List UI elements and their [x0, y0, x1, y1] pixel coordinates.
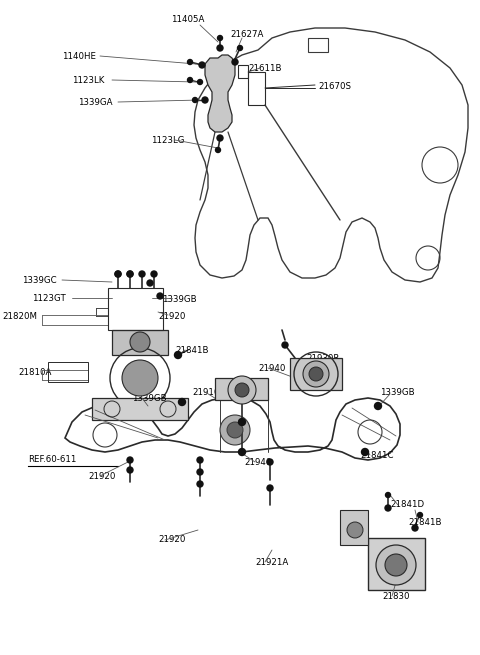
Circle shape	[197, 469, 203, 475]
Circle shape	[347, 522, 363, 538]
Circle shape	[197, 79, 203, 84]
Circle shape	[188, 77, 192, 83]
Text: 1339GB: 1339GB	[132, 394, 167, 403]
Circle shape	[157, 293, 163, 299]
Circle shape	[175, 352, 181, 358]
Circle shape	[227, 422, 243, 438]
Circle shape	[228, 376, 256, 404]
Text: 1123LK: 1123LK	[72, 76, 104, 85]
Circle shape	[130, 332, 150, 352]
Circle shape	[385, 505, 391, 511]
Text: 11405A: 11405A	[171, 15, 204, 24]
Circle shape	[122, 360, 158, 396]
Text: 1140HE: 1140HE	[62, 52, 96, 61]
Text: 21830: 21830	[382, 592, 409, 601]
Polygon shape	[290, 358, 342, 390]
Polygon shape	[205, 55, 235, 132]
Text: 21920: 21920	[158, 312, 185, 321]
Text: 1339GA: 1339GA	[78, 98, 112, 107]
Circle shape	[235, 383, 249, 397]
Circle shape	[197, 457, 203, 463]
Text: 21920: 21920	[88, 472, 115, 481]
Circle shape	[220, 415, 250, 445]
Circle shape	[115, 271, 121, 277]
Circle shape	[217, 45, 223, 51]
Circle shape	[385, 554, 407, 576]
Text: 21940: 21940	[258, 364, 286, 373]
Circle shape	[197, 481, 203, 487]
Text: 21841B: 21841B	[175, 346, 208, 355]
Text: 21820M: 21820M	[2, 312, 37, 321]
Circle shape	[127, 271, 133, 277]
Text: 1123GT: 1123GT	[32, 294, 66, 303]
Text: 21930R: 21930R	[306, 354, 339, 363]
Text: 21670S: 21670S	[318, 82, 351, 91]
Text: 1339GC: 1339GC	[22, 276, 57, 285]
Circle shape	[127, 467, 133, 473]
Polygon shape	[340, 510, 368, 545]
Circle shape	[192, 98, 197, 102]
Circle shape	[179, 398, 185, 405]
Text: 1339GB: 1339GB	[380, 388, 415, 397]
Circle shape	[385, 493, 391, 498]
Circle shape	[199, 62, 205, 68]
Text: 21810A: 21810A	[18, 368, 51, 377]
Circle shape	[202, 97, 208, 103]
Polygon shape	[368, 538, 425, 590]
Circle shape	[188, 60, 192, 64]
Circle shape	[412, 525, 418, 531]
Circle shape	[267, 459, 273, 465]
Text: 21841B: 21841B	[408, 518, 442, 527]
Circle shape	[418, 512, 422, 517]
Text: 1123LG: 1123LG	[151, 136, 185, 145]
Text: 21611B: 21611B	[248, 64, 281, 73]
Circle shape	[127, 271, 133, 277]
Text: 21841C: 21841C	[360, 451, 394, 460]
Circle shape	[239, 419, 245, 426]
Circle shape	[151, 271, 157, 277]
Circle shape	[217, 35, 223, 41]
Circle shape	[216, 147, 220, 153]
Text: 1339GB: 1339GB	[162, 295, 197, 304]
Circle shape	[238, 45, 242, 50]
Text: REF.60-611: REF.60-611	[28, 455, 76, 464]
Polygon shape	[92, 398, 188, 420]
Text: 21910B: 21910B	[192, 388, 226, 397]
Circle shape	[303, 361, 329, 387]
Circle shape	[267, 485, 273, 491]
Circle shape	[374, 403, 382, 409]
Circle shape	[309, 367, 323, 381]
Circle shape	[139, 271, 145, 277]
Circle shape	[127, 457, 133, 463]
Circle shape	[147, 280, 153, 286]
Text: 21920: 21920	[158, 535, 185, 544]
Circle shape	[376, 545, 416, 585]
Polygon shape	[215, 378, 268, 400]
Circle shape	[232, 59, 238, 65]
Circle shape	[282, 342, 288, 348]
Text: 21841D: 21841D	[390, 500, 424, 509]
Text: 21627A: 21627A	[230, 30, 264, 39]
Circle shape	[217, 135, 223, 141]
Polygon shape	[112, 330, 168, 355]
Circle shape	[361, 449, 369, 455]
Text: 21940: 21940	[244, 458, 271, 467]
Text: 21921A: 21921A	[255, 558, 288, 567]
Circle shape	[239, 449, 245, 455]
Circle shape	[115, 271, 121, 277]
